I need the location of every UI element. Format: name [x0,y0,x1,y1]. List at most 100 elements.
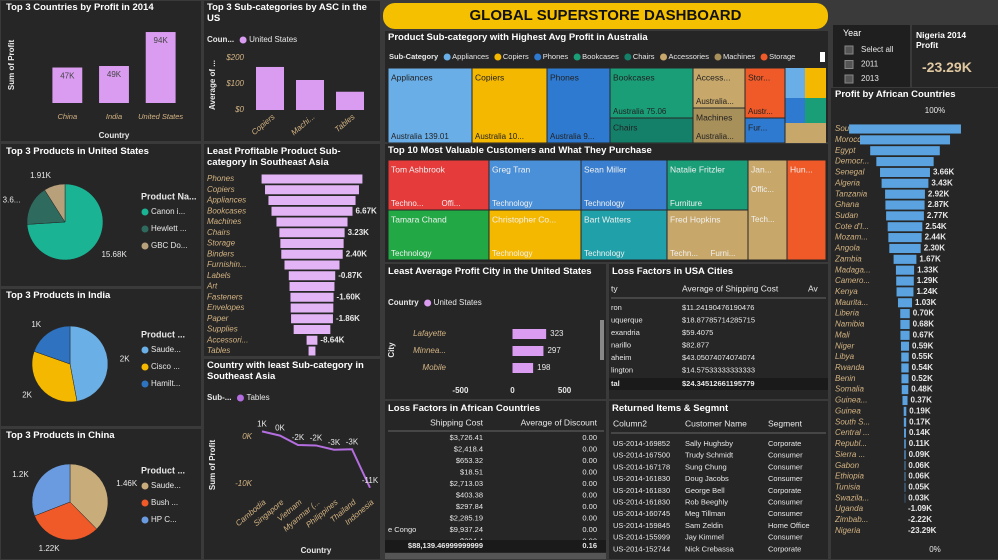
tile-label: Phones [550,72,579,82]
data-label: 2.87K [928,200,950,209]
tile-sublabel: Technology [391,249,431,258]
table-cell: $2,285.19 [450,513,483,522]
data-label: 0.52K [912,374,934,383]
slicer-option[interactable]: 2011 [861,60,879,69]
table-cell: US-2014-160745 [613,509,670,518]
treemap-tile [786,159,827,261]
data-label: 3.23K [348,228,370,237]
category-label: Gabon [835,461,860,470]
table-cell: Trudy Schmidt [685,451,734,460]
funnel-bar [308,346,316,356]
pie-slice [33,325,71,365]
category-label: Republ... [835,439,867,448]
table-cell: US-2014-159845 [613,521,670,530]
table-cell: Consumer [768,462,803,471]
tile-label: Bart Watters [584,214,631,224]
table-cell: $14.57533333333333 [682,365,755,374]
legend-marker [141,208,149,216]
table-cell: 0.00 [582,502,597,511]
table-cell: Doug Jacobs [685,474,729,483]
slicer-title: Year [843,28,862,38]
funnel-bar [901,374,909,384]
data-label: 2.92K [928,189,950,198]
tile-label: Fred Hopkins [670,214,721,224]
bar [145,32,176,103]
bar [512,329,547,339]
data-label: -1.86K [336,314,360,323]
pie-slice [69,325,109,402]
legend-marker [141,499,149,507]
legend-label: Accessories [669,52,710,61]
legend-title: Product ... [141,465,185,475]
column-header: Customer Name [685,418,747,428]
tile-label: Tom Ashbrook [391,164,446,174]
panel-title: Product Sub-category with Highest Avg Pr… [388,32,648,43]
treemap-tile [488,209,582,261]
data-label: 1.91K [30,171,52,180]
table-cell: Sung Chung [685,462,727,471]
legend-label: Appliances [452,52,489,61]
legend-label: United States [434,298,482,307]
data-label: 0.37K [911,396,933,405]
funnel-bar [279,228,345,238]
funnel-bar [903,406,907,416]
category-label: Binders [207,249,234,258]
y-axis-label: Sum of Profit [208,440,217,491]
panel-title: Top 3 Sub-categories by ASC in the US [207,2,367,24]
table-cell: US-2014-167178 [613,462,670,471]
tile-value-label: Australia... [696,97,734,106]
table-cell: 0.00 [582,525,597,534]
legend-marker [141,242,149,250]
panel-title: Profit by African Countries [835,89,956,100]
slicer-option[interactable]: Select all [861,45,894,54]
table-cell: aheim [611,353,631,362]
panel-title: Least Average Profit City in the United … [388,266,592,277]
legend-label: Cisco ... [151,362,180,371]
data-label: 47K [60,72,75,81]
legend-label: Phones [543,52,569,61]
funnel-bar [904,471,906,482]
legend-marker [443,53,451,61]
tile-value-label: Australia 139.01 [391,132,449,141]
data-label: 0.55K [912,352,934,361]
y-tick-label: 0K [242,432,252,441]
category-label: Nigeria [835,526,861,535]
table-cell: Sam Zeldin [685,521,723,530]
tile-label: Christopher Co... [492,214,556,224]
checkbox[interactable] [844,60,854,69]
table-cell: Nick Crebassa [685,544,735,553]
data-label: -2K [292,433,305,442]
total-row [609,378,828,390]
checkbox[interactable] [844,45,854,55]
table-cell: US-2014-167500 [613,451,670,460]
category-label: Uganda [835,504,864,513]
legend-title: Coun... [207,35,234,44]
category-label: Niger [835,341,854,350]
legend-title: Country [388,298,419,307]
table-total: $24.34512661195779 [682,379,755,388]
treemap-tile [546,67,611,144]
data-label: 0.06K [908,472,930,481]
legend-label: Chairs [633,52,655,61]
tile-sublabel: Tech... [751,215,775,224]
funnel-bar [904,482,906,492]
x-axis-label: Country [99,131,130,140]
legend-marker [141,516,149,524]
funnel-bar [888,233,922,243]
legend-label: GBC Do... [151,241,187,250]
data-label: 3.43K [931,178,953,187]
data-label: 2.40K [346,249,368,258]
funnel-top-label: 100% [925,106,945,115]
legend-label: Machines [723,52,755,61]
table-cell: Corporate [768,544,801,553]
slicer-option[interactable]: 2013 [861,74,879,83]
y-tick-label: -10K [235,479,253,488]
legend-label: Saude... [151,481,181,490]
pie-slice [69,463,109,530]
data-label: 0.03K [908,493,930,502]
checkbox[interactable] [844,74,854,84]
data-label: 2K [22,390,32,399]
table-cell: 0.00 [582,490,597,499]
funnel-bar [885,189,925,199]
